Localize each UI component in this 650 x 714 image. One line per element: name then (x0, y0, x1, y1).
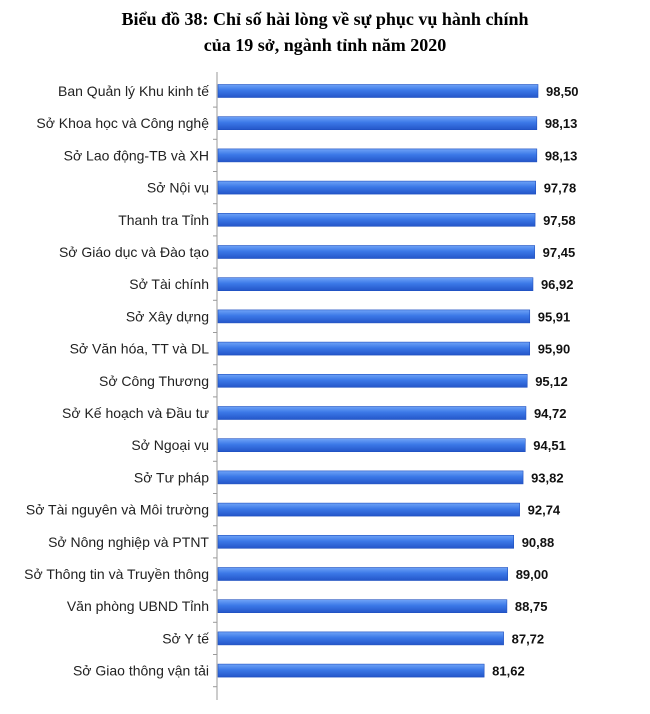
data-label: 97,78 (544, 181, 577, 196)
bar (217, 373, 528, 388)
bar (217, 470, 524, 485)
category-label: Sở Kế hoạch và Đầu tư (62, 405, 209, 421)
category-label: Sở Giáo dục và Đào tạo (59, 244, 209, 260)
data-label: 94,72 (534, 406, 567, 421)
category-label: Sở Y tế (162, 630, 209, 646)
data-label: 94,51 (533, 438, 566, 453)
data-label: 96,92 (541, 277, 574, 292)
category-label: Thanh tra Tỉnh (118, 212, 209, 228)
data-label: 87,72 (512, 631, 545, 646)
category-label: Sở Nội vụ (147, 180, 209, 196)
data-label: 89,00 (516, 567, 549, 582)
data-label: 88,75 (515, 599, 548, 614)
category-label: Sở Tài nguyên và Môi trường (26, 502, 209, 518)
bar (217, 567, 508, 581)
data-label: 98,13 (545, 116, 578, 131)
data-label: 92,74 (528, 503, 561, 518)
bar (217, 84, 539, 98)
category-label: Sở Ngoại vụ (131, 437, 209, 453)
bar (217, 599, 508, 614)
data-label: 97,45 (543, 245, 576, 260)
category-label: Sở Nông nghiệp và PTNT (48, 534, 209, 550)
category-label: Sở Khoa học và Công nghệ (36, 115, 209, 131)
data-label: 97,58 (543, 213, 576, 228)
category-label: Văn phòng UBND Tỉnh (67, 598, 209, 614)
chart-title-prefix: Biểu đồ 38: (121, 9, 209, 29)
data-label: 93,82 (531, 470, 564, 485)
category-label: Ban Quản lý Khu kinh tế (58, 83, 209, 99)
bar (217, 341, 531, 356)
chart-title: Biểu đồ 38: Chỉ số hài lòng về sự phục v… (0, 6, 650, 58)
chart-title-line1: Chỉ số hài lòng về sự phục vụ hành chính (208, 9, 529, 29)
category-label: Sở Công Thương (99, 373, 209, 389)
bar (217, 277, 534, 292)
category-label: Sở Tài chính (129, 276, 209, 292)
category-label: Sở Lao động-TB và XH (64, 147, 209, 163)
data-label: 90,88 (522, 535, 555, 550)
category-label: Sở Xây dựng (126, 308, 209, 324)
bar (217, 631, 504, 646)
data-label: 98,13 (545, 148, 578, 163)
bar (217, 213, 536, 227)
bar (217, 116, 538, 130)
category-label: Sở Giao thông vận tải (73, 663, 209, 679)
category-label: Sở Tư pháp (134, 469, 209, 485)
data-label: 95,90 (538, 342, 571, 357)
data-label: 98,50 (546, 84, 579, 99)
category-label: Sở Văn hóa, TT và DL (70, 341, 210, 357)
data-label: 95,12 (535, 374, 568, 389)
chart-title-line2: của 19 sở, ngành tỉnh năm 2020 (203, 35, 447, 55)
bar (217, 406, 527, 420)
bar (217, 245, 535, 259)
bar (217, 438, 526, 453)
data-label: 81,62 (492, 664, 525, 679)
bar (217, 309, 531, 324)
bar (217, 180, 537, 195)
bar (217, 663, 485, 678)
category-label: Sở Thông tin và Truyền thông (24, 566, 209, 582)
bar (217, 148, 538, 163)
bar (217, 534, 514, 549)
bar (217, 502, 520, 517)
data-label: 95,91 (538, 309, 571, 324)
